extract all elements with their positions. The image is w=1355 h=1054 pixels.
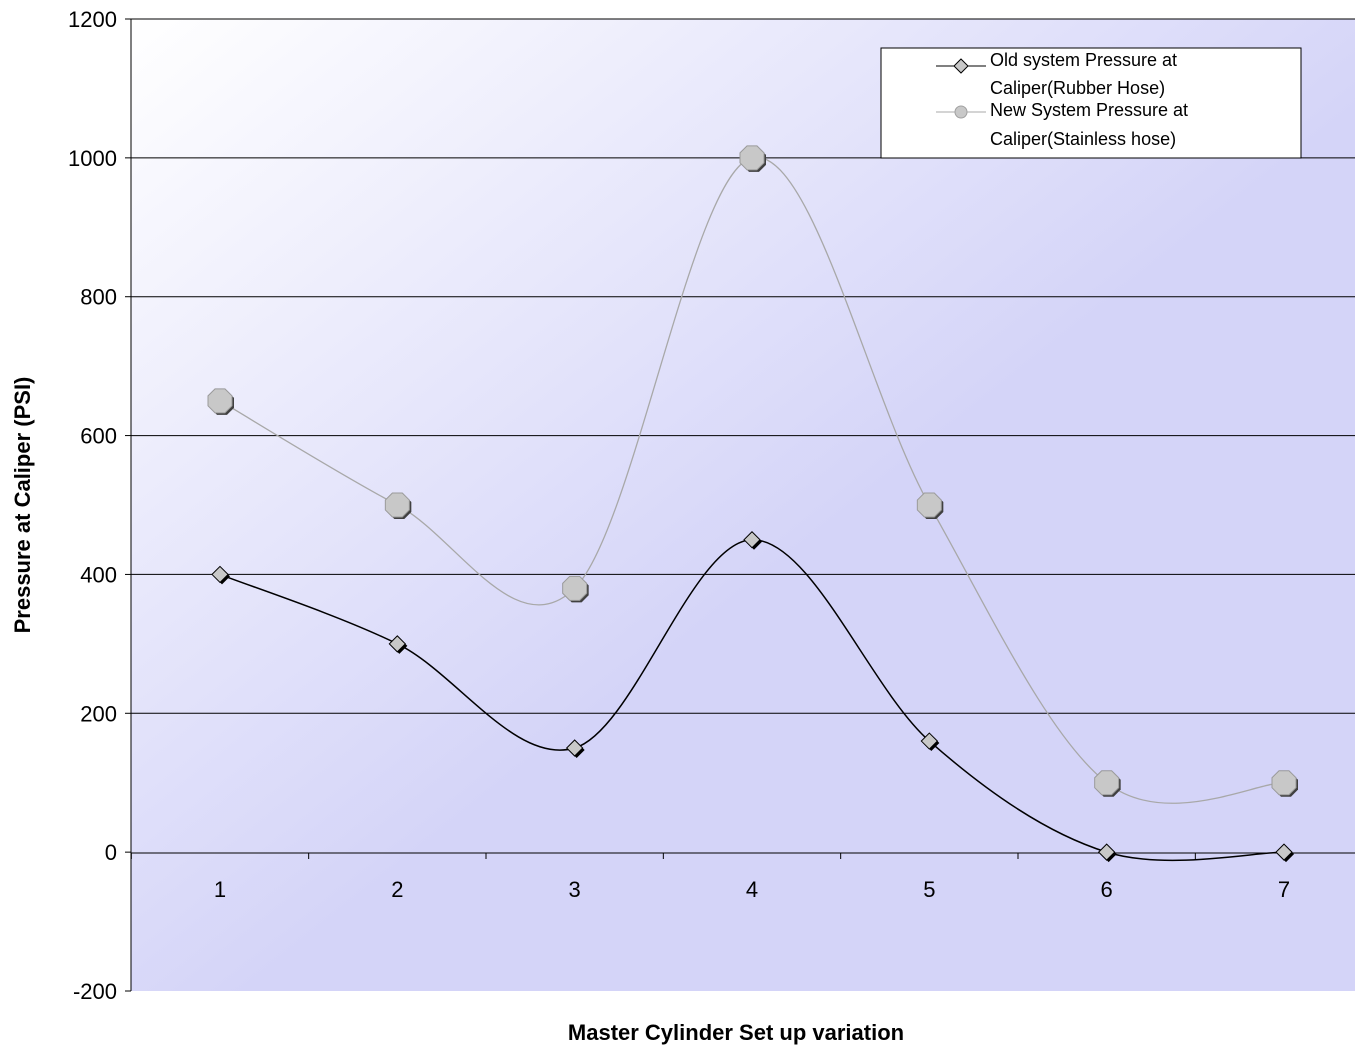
marker-old-system-3 xyxy=(565,739,584,757)
legend: Old system Pressure at Caliper(Rubber Ho… xyxy=(880,47,1302,159)
marker-old-system-4 xyxy=(743,531,761,549)
marker-new-system-4 xyxy=(739,145,765,171)
y-tick-label: 600 xyxy=(80,424,117,449)
x-tick-label: 2 xyxy=(391,877,403,902)
marker-old-system-6 xyxy=(1097,843,1116,861)
axes xyxy=(125,18,1355,992)
y-tick-label: 800 xyxy=(80,285,117,310)
y-tick-label: 400 xyxy=(80,562,117,587)
legend-entry-old-line2: Caliper(Rubber Hose) xyxy=(990,78,1165,98)
x-tick-label: 6 xyxy=(1101,877,1113,902)
marker-new-system-3 xyxy=(562,575,588,601)
x-tick-label: 4 xyxy=(746,877,758,902)
axis-labels: 1200 1000 800 600 400 200 0 -200 1 2 3 4 5 6 7 xyxy=(68,7,1290,1004)
marker-new-system-7 xyxy=(1271,770,1297,796)
legend-entry-new-line2: Caliper(Stainless hose) xyxy=(990,129,1176,149)
marker-new-system-5 xyxy=(916,492,942,518)
marker-new-system-1 xyxy=(207,388,233,414)
legend-swatch-marker-old xyxy=(953,58,969,74)
x-tick-label: 3 xyxy=(569,877,581,902)
marker-old-system-5 xyxy=(920,732,939,750)
series-markers xyxy=(207,145,1298,863)
x-tick-label: 5 xyxy=(923,877,935,902)
x-tick-label: 7 xyxy=(1278,877,1290,902)
marker-new-system-2 xyxy=(384,492,410,518)
marker-old-system-1 xyxy=(211,565,229,584)
legend-swatch-marker-new xyxy=(954,105,968,119)
y-tick-label: 1000 xyxy=(68,146,117,171)
y-tick-label: -200 xyxy=(73,979,117,1004)
marker-old-system-7 xyxy=(1275,843,1293,861)
y-axis-title: Pressure at Caliper (PSI) xyxy=(10,377,35,634)
y-tick-label: 1200 xyxy=(68,7,117,32)
x-tick-label: 1 xyxy=(214,877,226,902)
marker-new-system-6 xyxy=(1094,770,1120,796)
y-tick-label: 200 xyxy=(80,701,117,726)
plot-area xyxy=(131,19,1355,991)
legend-entry-new-line1: New System Pressure at xyxy=(990,100,1188,120)
y-tick-label: 0 xyxy=(105,840,117,865)
legend-entry-old-line1: Old system Pressure at xyxy=(990,50,1177,70)
x-axis-title: Master Cylinder Set up variation xyxy=(568,1020,904,1045)
plot-area-layer xyxy=(131,19,1355,991)
marker-old-system-2 xyxy=(388,635,407,653)
